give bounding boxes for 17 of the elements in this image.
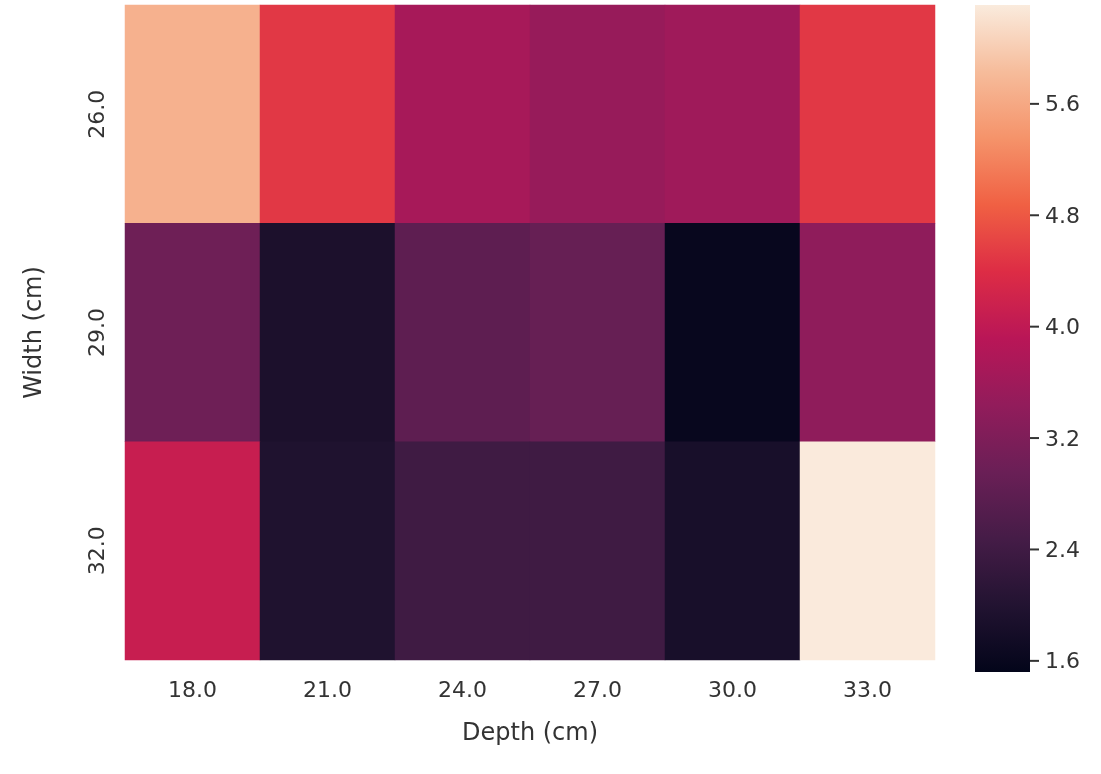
x-axis-title: Depth (cm) <box>461 718 599 746</box>
y-tick-label: 29.0 <box>83 308 109 357</box>
color-bar-label: 4.8 <box>1045 202 1080 228</box>
x-tick-label: 21.0 <box>303 676 352 702</box>
color-bar-label: 5.6 <box>1045 91 1080 117</box>
x-tick-label: 18.0 <box>168 676 217 702</box>
color-bar-label: 3.2 <box>1045 425 1080 451</box>
y-tick-label: 32.0 <box>83 526 109 576</box>
y-tick-label: 26.0 <box>83 89 109 139</box>
color-bar-label: 4.0 <box>1045 314 1080 340</box>
x-tick-label: 27.0 <box>573 676 622 702</box>
x-tick-label: 33.0 <box>843 676 892 702</box>
color-bar-label: 1.6 <box>1045 648 1080 674</box>
x-tick-label: 24.0 <box>438 676 487 702</box>
y-axis-title: Width (cm) <box>19 266 47 399</box>
x-tick-label: 30.0 <box>708 676 757 702</box>
color-bar-label: 2.4 <box>1045 536 1080 562</box>
